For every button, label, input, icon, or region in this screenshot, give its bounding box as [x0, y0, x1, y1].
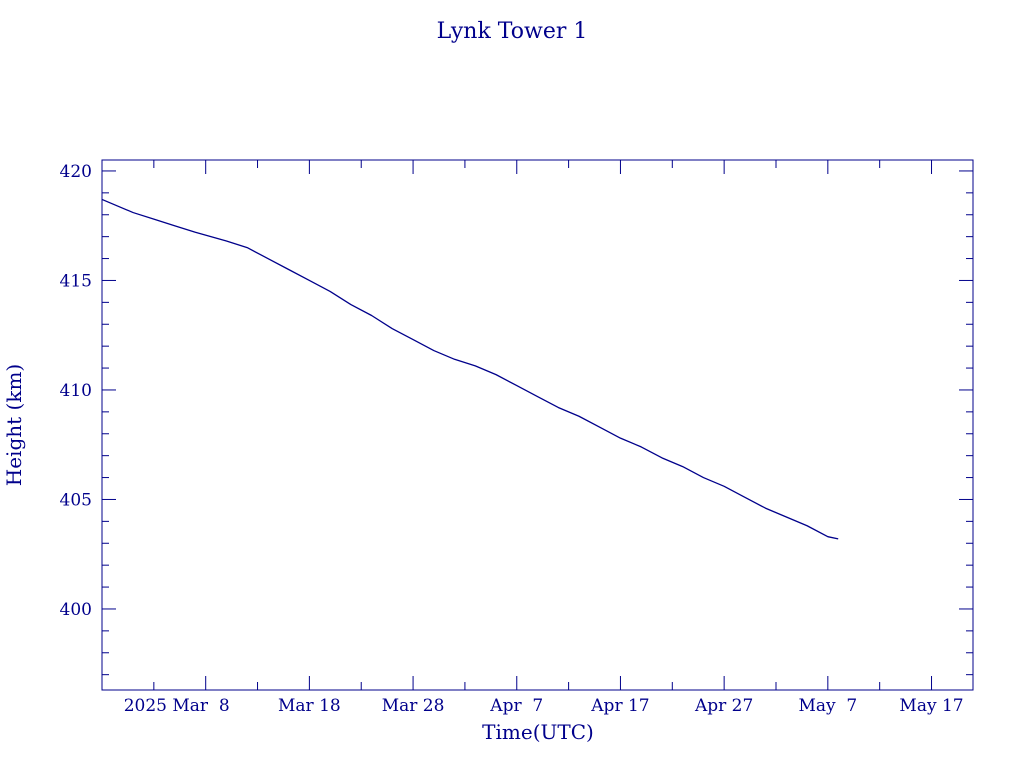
x-axis: 2025 Mar 8 Mar 18 Mar 28 Apr 7 Apr 17 Apr 27 M…: [101, 160, 964, 716]
y-axis: 400 405 410 415 420: [60, 162, 973, 676]
y-tick-label: 400: [60, 600, 92, 620]
x-tick-label: May 7: [798, 696, 857, 716]
x-tick-label: Apr 27: [694, 696, 753, 716]
x-tick-label: Apr 17: [590, 696, 649, 716]
y-tick-label: 410: [60, 381, 92, 401]
y-tick-label: 405: [60, 490, 92, 510]
y-tick-label: 415: [60, 271, 92, 291]
plot-frame: [101, 159, 974, 691]
y-tick-label: 420: [60, 162, 92, 182]
plot-area: [101, 159, 974, 691]
chart-title: Lynk Tower 1: [437, 19, 588, 44]
x-tick-label: May 17: [899, 696, 963, 716]
y-axis-label: Height (km): [2, 364, 26, 486]
x-tick-label: Mar 28: [382, 696, 445, 716]
x-tick-label: 2025 Mar 8: [124, 696, 230, 716]
x-tick-label: Apr 7: [489, 696, 543, 716]
x-axis-label: Time(UTC): [482, 720, 594, 744]
series-layer: [101, 198, 839, 540]
x-tick-label: Mar 18: [278, 696, 341, 716]
series-line: [101, 198, 839, 540]
